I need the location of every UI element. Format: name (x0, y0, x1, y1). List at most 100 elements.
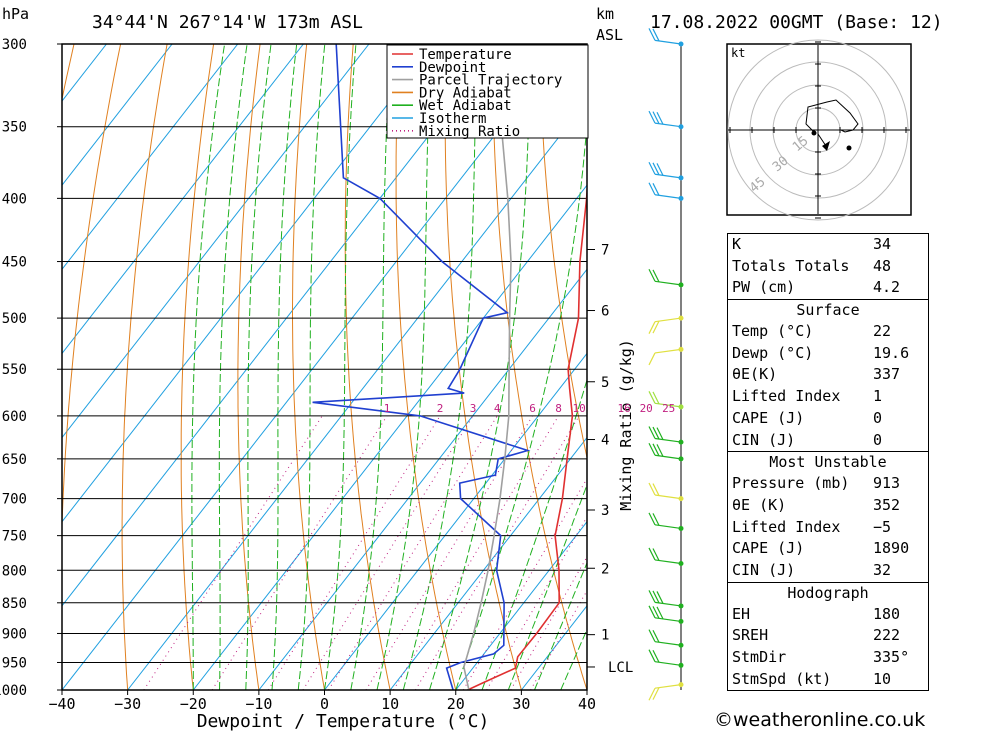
mixing-ratio-line (302, 415, 474, 690)
y-tick-label: 900 (2, 626, 27, 642)
hodograph-unit: kt (731, 46, 745, 60)
barb-feather (648, 110, 656, 124)
dry-adiabat-line (395, 44, 457, 690)
stats-row: Lifted Index 1 (728, 386, 928, 408)
y-tick-label: 500 (2, 311, 27, 327)
stats-row: K 34 (728, 234, 928, 256)
barb-feather (648, 512, 656, 526)
stats-row: CAPE (J) 1890 (728, 538, 928, 560)
hodograph-point-surface (811, 130, 817, 136)
stats-value: 19.6 (873, 343, 910, 362)
dry-adiabat-line (237, 44, 261, 690)
y-tick-label: 650 (2, 452, 27, 468)
wet-adiabat-line (218, 44, 248, 690)
mixing-ratio-label: 2 (437, 402, 444, 415)
datetime-label: 17.08.2022 00GMT (Base: 12) (650, 12, 943, 33)
barb-staff (654, 524, 682, 530)
stats-panel: K 34 Totals Totals 48 PW (cm) 4.2 Surface Tem… (727, 233, 929, 692)
y-tick-label: 300 (2, 37, 27, 53)
isotherm-line (127, 100, 587, 690)
barb-feather (648, 28, 656, 41)
stats-label: Lifted Index (732, 387, 841, 406)
mixing-ratio-line (510, 555, 587, 690)
isotherm-line (62, 44, 239, 271)
storm-motion-arrow-line (817, 133, 827, 147)
barb-staff (654, 122, 682, 128)
stats-value: 10 (873, 669, 892, 688)
hodograph-point-top (846, 145, 852, 151)
stats-value: 180 (873, 604, 901, 623)
hodograph-title: Hodograph (787, 583, 869, 602)
stats-value: 48 (873, 256, 892, 275)
x-tick-label: 30 (512, 695, 530, 713)
barb-feather (652, 269, 660, 283)
stats-value: 4.2 (873, 278, 901, 297)
stats-label: θE (K) (732, 495, 787, 514)
stats-label: Pressure (mb) (732, 474, 850, 493)
barb-feather (656, 163, 664, 176)
legend-label: Mixing Ratio (419, 124, 520, 140)
plot-frame (61, 43, 588, 691)
barb-staff (654, 280, 682, 286)
stats-label: θE(K) (732, 365, 778, 384)
stats-value: 1890 (873, 539, 910, 558)
wet-adiabat-line (350, 44, 392, 690)
stats-label: StmSpd (kt) (732, 669, 832, 688)
dry-adiabat-line (121, 44, 168, 690)
barb-staff (654, 617, 682, 623)
stats-surface: Surface Temp (°C) 22 Dewp (°C) 19.6 θE(K) 337… (728, 299, 928, 451)
barb-feather (648, 547, 656, 561)
x-tick-label: −20 (180, 695, 207, 713)
wet-adiabat-line (324, 44, 357, 690)
barb-feather (652, 391, 660, 405)
barb-feather (652, 687, 660, 700)
stats-row: Dewp (°C) 19.6 (728, 343, 928, 365)
axes: 3003504004505005506006507007508008509009… (0, 37, 635, 732)
barb-feather (652, 590, 660, 604)
mixing-ratio-label: 8 (555, 402, 562, 415)
barb-feather (652, 513, 660, 526)
stats-value: 913 (873, 474, 901, 493)
stats-value: 335° (873, 648, 910, 666)
legend-label: Isotherm (419, 111, 486, 127)
isotherm-line (62, 44, 501, 607)
barb-staff (654, 348, 682, 354)
legend-label: Temperature (419, 47, 512, 63)
stats-row: SREH 222 (728, 625, 928, 647)
stats-label: StmDir (732, 648, 787, 666)
y-tick-label: 400 (2, 191, 27, 207)
isotherm-line (192, 184, 587, 690)
barb-staff (654, 402, 682, 408)
barb-feather (652, 629, 660, 643)
stats-row: PW (cm) 4.2 (728, 277, 928, 299)
x-tick-label: −10 (245, 695, 272, 713)
dry-adiabat-line (292, 44, 325, 690)
barb-staff (654, 601, 682, 607)
stats-label: Dewp (°C) (732, 343, 814, 362)
location-title: 34°44'N 267°14'W 173m ASL (92, 12, 363, 33)
barb-feather (652, 649, 660, 663)
mixing-ratio-line (267, 415, 441, 690)
legend-label: Wet Adiabat (419, 98, 512, 114)
mixing-ratio-axis-label: Mixing Ratio (g/kg) (617, 339, 635, 511)
hodograph-trace (805, 99, 859, 133)
barb-feather (652, 483, 660, 496)
mixing-ratio-label: 25 (662, 402, 675, 415)
x-tick-label: 10 (381, 695, 399, 713)
pressure-unit-label: hPa (2, 5, 29, 23)
y-tick-label: 550 (2, 362, 27, 378)
y-tick-label: 450 (2, 255, 27, 271)
stats-value: 22 (873, 322, 892, 341)
dry-adiabat-line (538, 44, 587, 460)
barb-feather (648, 442, 656, 456)
barb-feather (652, 426, 660, 440)
isotherm-line (62, 44, 173, 187)
barb-staff (654, 494, 682, 500)
copyright-link[interactable]: ©weatheronline.co.uk (714, 709, 926, 731)
barb-dot (678, 124, 684, 130)
stats-label: SREH (732, 626, 769, 645)
barb-feather (652, 320, 660, 334)
x-tick-label: 20 (447, 695, 465, 713)
dry-adiabat-line (492, 44, 587, 690)
